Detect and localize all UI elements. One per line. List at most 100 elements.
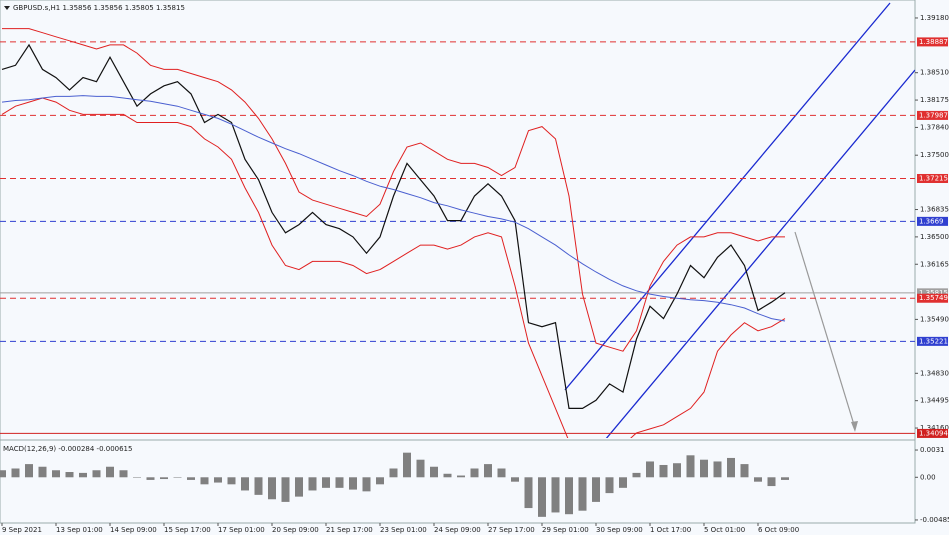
macd-bar (713, 461, 722, 478)
x-tick-label: 24 Sep 09:00 (434, 526, 481, 534)
macd-bar (65, 472, 74, 478)
level-label: 1.38887 (919, 38, 948, 46)
x-tick-label: 13 Sep 01:00 (56, 526, 103, 534)
level-label: 1.35815 (919, 289, 948, 297)
macd-bar (322, 477, 330, 488)
macd-bar (362, 477, 371, 492)
x-tick-label: 29 Sep 01:00 (542, 526, 589, 534)
macd-bar (538, 477, 546, 517)
macd-bar (119, 470, 128, 478)
macd-bar (187, 477, 195, 480)
macd-bar (106, 466, 114, 478)
macd-bar (214, 477, 222, 483)
y-tick-label: 0.0031 (920, 446, 945, 454)
macd-bar (673, 463, 681, 478)
macd-bar (146, 477, 155, 480)
forecast-arrow (794, 231, 856, 429)
y-tick-label: 1.35490 (920, 315, 949, 323)
macd-bar (686, 455, 695, 478)
indicator-line (2, 28, 785, 352)
macd-bar (740, 464, 749, 478)
level-label-box (917, 110, 948, 120)
macd-bar (227, 477, 236, 485)
y-tick-label: 1.34495 (920, 397, 949, 405)
macd-bar (281, 477, 290, 502)
macd-bar (416, 459, 425, 478)
macd-bar (160, 477, 168, 480)
macd-bar (646, 461, 654, 478)
menu-icon (4, 6, 10, 10)
x-tick-label: 27 Sep 17:00 (488, 526, 535, 534)
macd-bar (133, 477, 141, 478)
x-tick-label: 5 Oct 01:00 (704, 526, 745, 534)
y-tick-label: -0.004854 (920, 516, 949, 524)
y-tick-label: 1.38175 (920, 96, 949, 104)
macd-bar (551, 477, 560, 513)
price-line (1, 43, 786, 409)
y-tick-label: 0.00 (920, 473, 936, 481)
level-label-box (917, 288, 948, 298)
macd-bar (254, 477, 263, 495)
macd-bar (376, 477, 384, 485)
x-tick-label: 14 Sep 09:00 (110, 526, 157, 534)
macd-bar (781, 477, 789, 480)
chart-header: GBPUSD.s,H1 1.35856 1.35856 1.35805 1.35… (13, 4, 185, 12)
macd-bar (308, 477, 317, 491)
macd-bar (25, 464, 33, 478)
x-tick-label: 9 Sep 2021 (2, 526, 42, 534)
macd-bar (38, 466, 47, 478)
y-tick-label: 1.36835 (920, 206, 949, 214)
level-label-box (917, 428, 948, 438)
x-tick-label: 15 Sep 17:00 (164, 526, 211, 534)
y-tick-label: 1.37500 (920, 151, 949, 159)
macd-bar (524, 477, 533, 509)
macd-bar (511, 477, 519, 482)
macd-bar (727, 457, 735, 478)
macd-bar (497, 468, 506, 478)
level-label-box (917, 293, 948, 303)
level-label: 1.35221 (919, 337, 948, 345)
macd-bar (565, 477, 573, 515)
indicator-line (1, 97, 786, 438)
macd-bar (470, 468, 479, 478)
macd-bar (11, 468, 20, 478)
macd-bar (403, 452, 411, 478)
macd-bar (241, 477, 249, 491)
level-label: 1.37987 (919, 111, 948, 119)
macd-bar (430, 466, 438, 478)
macd-bar (52, 470, 60, 478)
x-tick-label: 1 Oct 17:00 (650, 526, 691, 534)
level-label-box (917, 37, 948, 47)
macd-bar (173, 477, 182, 478)
macd-bar (592, 477, 600, 502)
macd-bar (335, 477, 344, 488)
macd-bar (295, 477, 303, 497)
y-tick-label: 1.39180 (920, 14, 949, 22)
y-tick-label: 1.37840 (920, 123, 949, 131)
x-tick-label: 21 Sep 17:00 (326, 526, 373, 534)
level-label: 1.37215 (919, 174, 948, 182)
macd-bar (619, 477, 627, 488)
macd-title: MACD(12,26,9) -0.000284 -0.000615 (3, 445, 132, 453)
macd-bar (0, 470, 6, 478)
arrow-head (851, 421, 858, 432)
x-tick-label: 23 Sep 01:00 (380, 526, 427, 534)
trend-line (605, 69, 915, 438)
y-tick-label: 1.36165 (920, 260, 949, 268)
macd-bar (605, 477, 614, 494)
indicator-line (1, 95, 786, 322)
macd-bar (767, 477, 776, 487)
y-tick-label: 1.34830 (920, 369, 949, 377)
x-tick-label: 17 Sep 01:00 (218, 526, 265, 534)
level-label-box (917, 336, 948, 346)
x-tick-label: 6 Oct 09:00 (758, 526, 799, 534)
macd-bar (200, 477, 209, 485)
y-tick-label: 1.34160 (920, 424, 949, 432)
level-label: 1.34094 (919, 429, 948, 437)
macd-bar (659, 464, 668, 478)
trend-line (564, 2, 891, 391)
plot-frame (0, 0, 916, 524)
y-tick-label: 1.38510 (920, 69, 949, 77)
